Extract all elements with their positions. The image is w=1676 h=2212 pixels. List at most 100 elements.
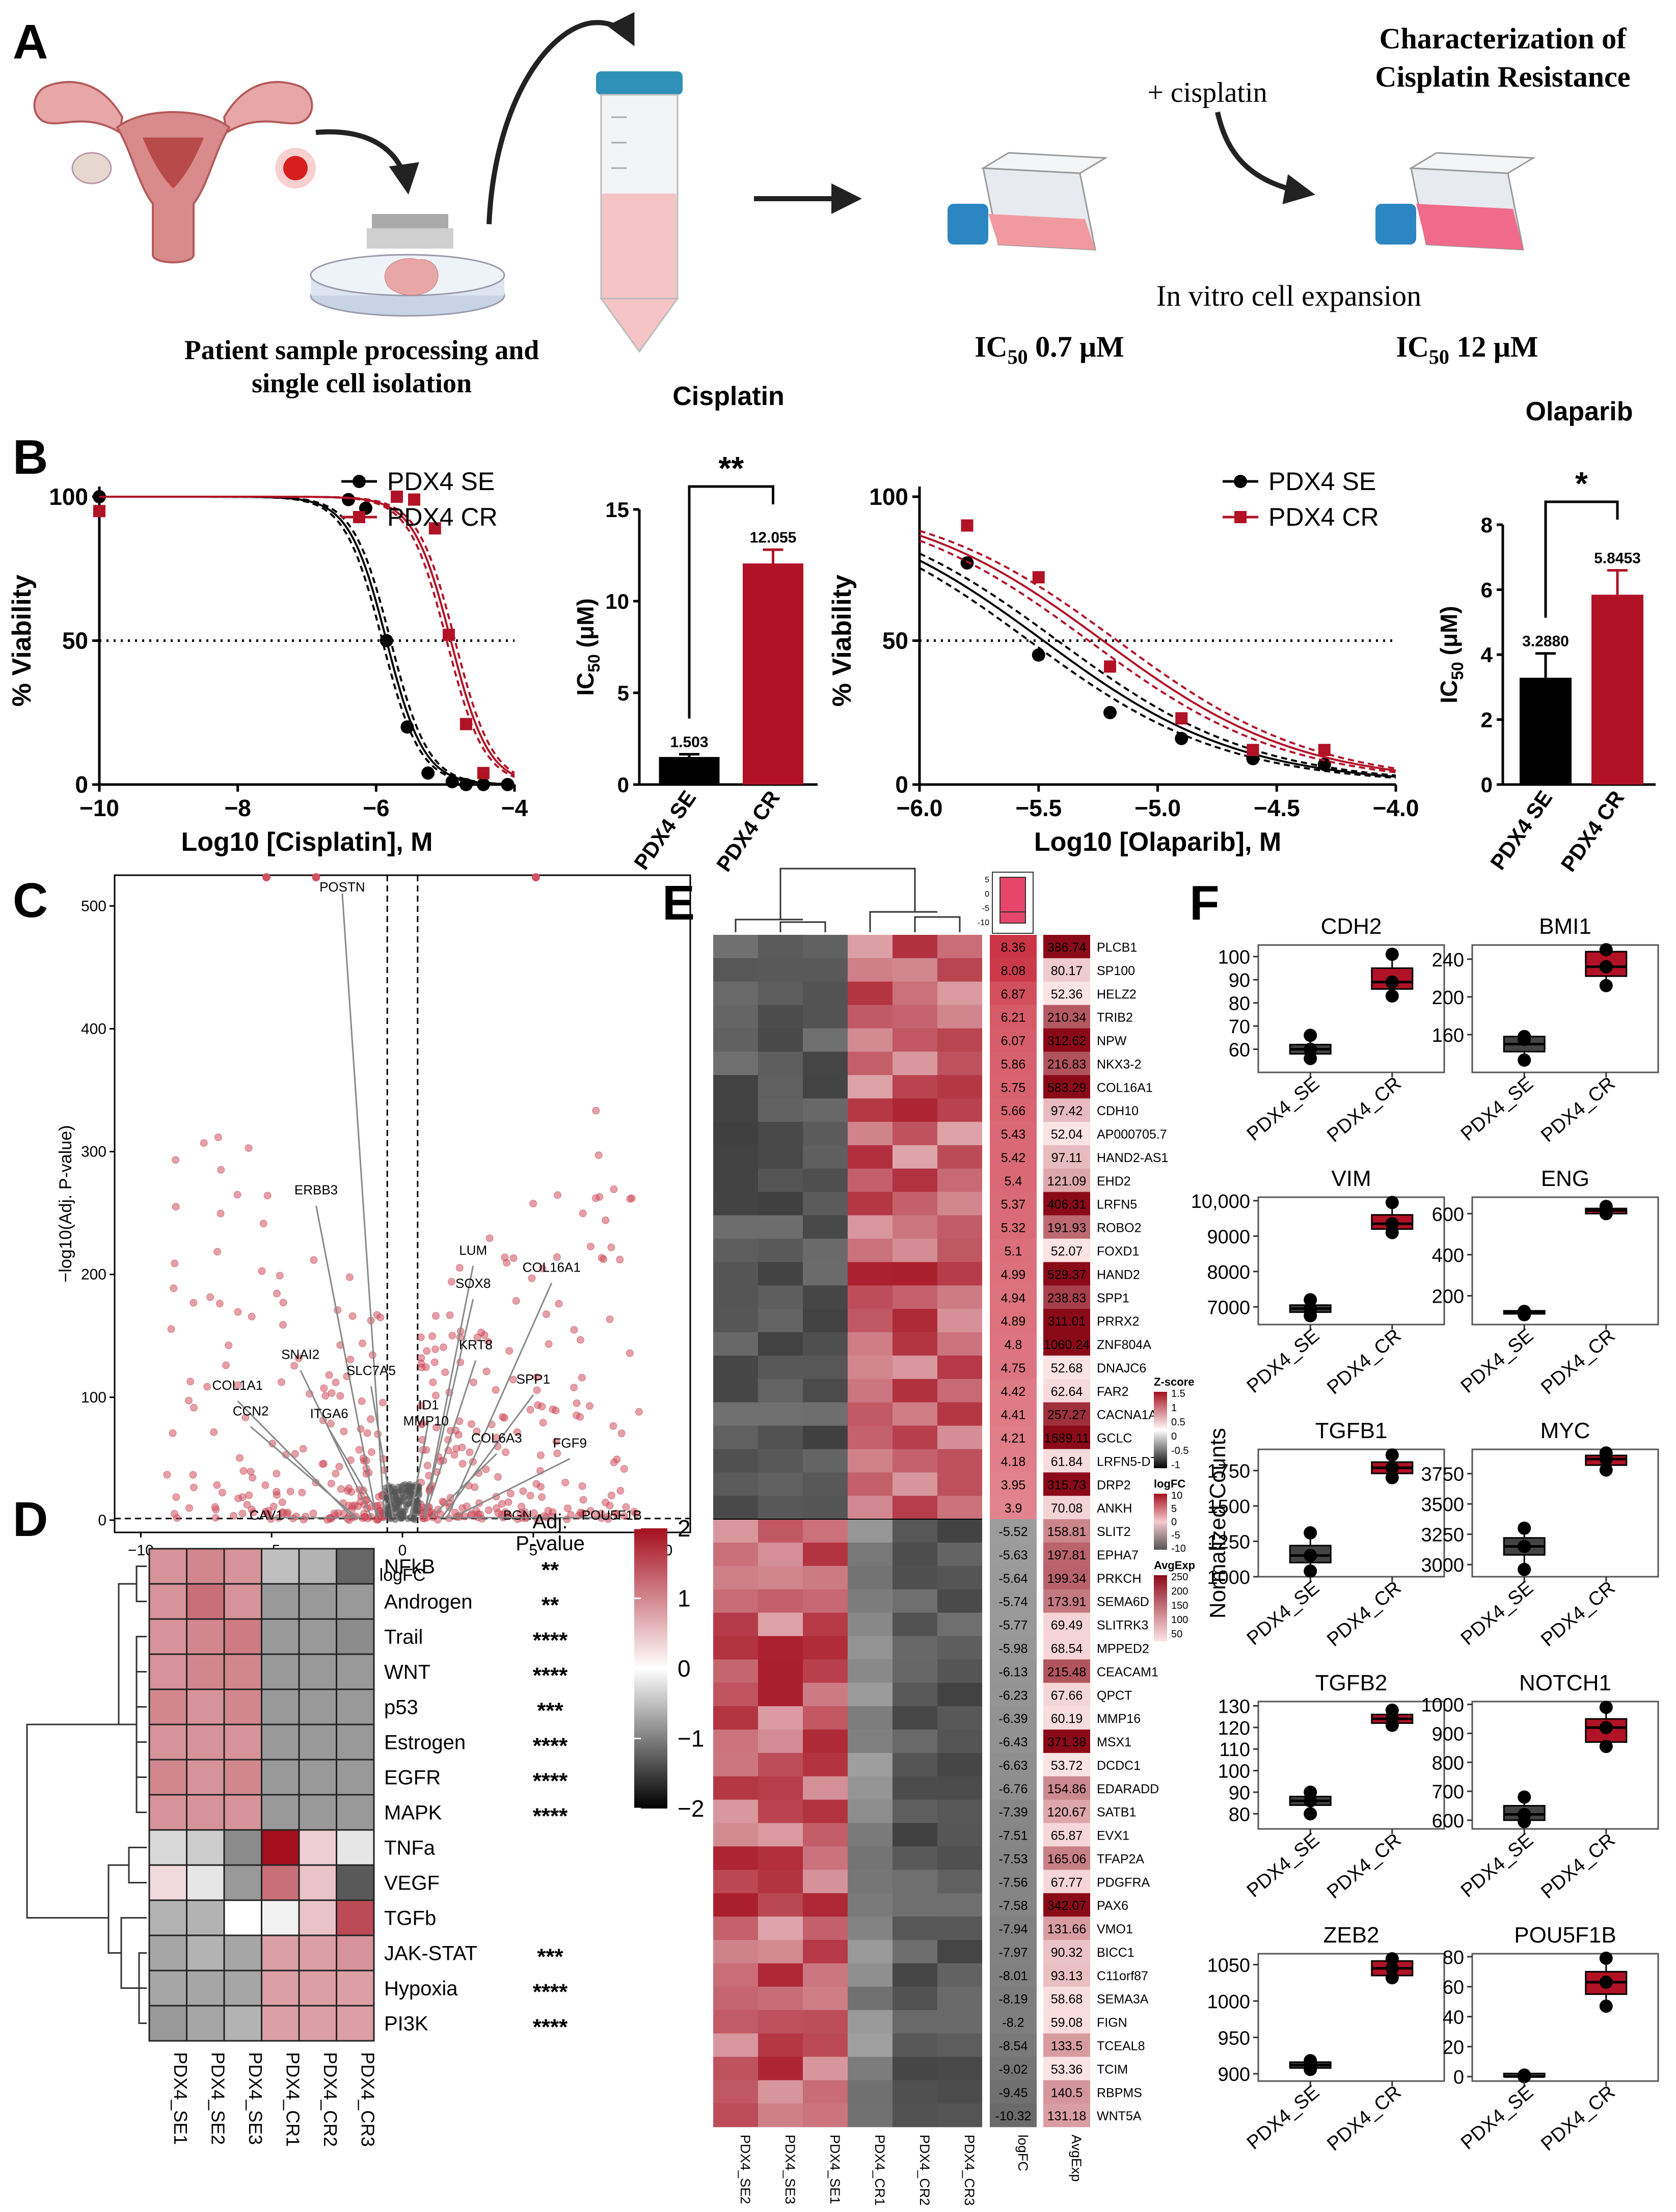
avgexp-cell	[1043, 1098, 1090, 1122]
label-leader	[423, 1360, 477, 1518]
heat-cell	[758, 1496, 803, 1520]
heat-cell	[937, 1542, 982, 1567]
y-tick-label: 1500	[1207, 1496, 1250, 1518]
gene-point	[622, 1503, 630, 1511]
logfc-value: -7.39	[999, 1805, 1028, 1820]
legend-marker	[1234, 511, 1247, 523]
gene-label: LUM	[459, 1243, 487, 1258]
avgexp-value: 97.42	[1051, 1104, 1083, 1118]
heat-cell	[713, 1285, 758, 1309]
avgexp-value: 342.07	[1047, 1899, 1086, 1913]
gene-point	[376, 1313, 385, 1321]
heat-cell	[758, 1402, 803, 1426]
boxplot-point	[1599, 960, 1613, 974]
panel-label-e: E	[662, 876, 695, 930]
heat-cell	[848, 1706, 893, 1730]
logfc-value: -6.63	[999, 1759, 1028, 1773]
petri-dish-icon	[310, 254, 505, 317]
heat-cell	[758, 2057, 803, 2081]
boxplot-point	[1304, 1785, 1317, 1799]
heat-cell	[758, 1262, 803, 1286]
avgexp-cell	[1043, 1636, 1090, 1660]
logfc-value: -7.51	[999, 1829, 1028, 1843]
avgexp-cell	[1043, 1425, 1090, 1449]
gene-label: TFAP2A	[1097, 1852, 1144, 1866]
gene-point	[591, 1194, 600, 1202]
gene-point	[626, 1349, 634, 1357]
column-label: PDX4_CR3	[357, 2052, 378, 2147]
gene-label: SLITRK3	[1097, 1618, 1148, 1633]
gene-point	[606, 1315, 614, 1324]
boxplot-frame	[1471, 1953, 1659, 2082]
heat-cell	[937, 1636, 982, 1660]
heat-cell	[758, 1612, 803, 1636]
gene-point	[431, 1312, 440, 1320]
gene-label: LRFN5-DT	[1097, 1454, 1158, 1469]
heat-cell	[713, 1752, 758, 1777]
heat-cell	[223, 1618, 262, 1655]
avgexp-value: 61.84	[1051, 1454, 1083, 1469]
gene-point-ns	[398, 1508, 405, 1515]
gene-label: POU5F1B	[582, 1507, 642, 1523]
x-tick-label: PDX4_SE	[1243, 1829, 1323, 1902]
x-tick-label: PDX4_CR	[1537, 1073, 1619, 1147]
avgexp-value: 197.81	[1047, 1548, 1086, 1562]
gene-label: FIGN	[1097, 2016, 1127, 2030]
y-tick-label: 600	[1432, 1204, 1464, 1225]
heat-cell	[803, 1542, 848, 1567]
y-tick-label: 0	[617, 773, 629, 797]
logfc-cell	[990, 1496, 1037, 1520]
logfc-value: 5.32	[1001, 1221, 1026, 1235]
heat-cell	[803, 1636, 848, 1660]
heat-cell	[713, 1659, 758, 1683]
heat-cell	[893, 1005, 937, 1029]
heat-cell	[803, 1379, 848, 1403]
logfc-cell	[990, 1963, 1037, 1987]
gene-point	[234, 1308, 242, 1316]
gene-point	[361, 1513, 369, 1521]
heat-cell	[713, 1332, 758, 1356]
logfc-column-label: logFC	[1015, 2135, 1031, 2171]
data-point-se	[445, 775, 459, 789]
heat-cell	[298, 1759, 337, 1796]
heat-cell	[186, 1618, 225, 1655]
gene-point	[570, 1326, 578, 1334]
gene-point	[586, 1507, 594, 1515]
heat-cell	[848, 1379, 893, 1403]
logfc-legend-tick: 0	[1171, 1517, 1177, 1528]
heat-cell	[803, 1332, 848, 1356]
avgexp-legend-tick: 100	[1171, 1614, 1188, 1626]
bar-se	[1520, 678, 1572, 785]
y-axis-label-sub: 50	[1448, 662, 1467, 680]
heat-cell	[148, 1934, 187, 1972]
gene-point-ns	[383, 1495, 389, 1502]
heat-cell	[803, 1262, 848, 1286]
heat-cell	[336, 1583, 375, 1620]
heat-cell	[758, 1028, 803, 1052]
gene-point	[439, 1343, 447, 1352]
y-tick-label: 0	[98, 1512, 106, 1529]
panel-a-title-2: Cisplatin Resistance	[1375, 60, 1630, 93]
logfc-cell	[990, 1612, 1037, 1636]
boxplot-point	[1518, 1540, 1531, 1553]
avgexp-legend-tick: 250	[1171, 1572, 1188, 1583]
gene-label: VMO1	[1097, 1922, 1133, 1936]
avgexp-value: 165.06	[1047, 1852, 1086, 1866]
boxplot-point	[1304, 2054, 1317, 2067]
heat-cell	[186, 1653, 225, 1690]
arrow-to-tube	[486, 12, 635, 225]
avgexp-value: 158.81	[1047, 1525, 1086, 1539]
y-tick-label: 100	[49, 483, 88, 510]
gene-label: SOX8	[455, 1276, 491, 1291]
heat-cell	[336, 1934, 375, 1972]
boxplot-frame	[1471, 1196, 1659, 1326]
heat-cell	[848, 1823, 893, 1847]
heat-cell	[713, 2080, 758, 2104]
heat-cell	[186, 1548, 225, 1585]
heat-cell	[758, 1425, 803, 1449]
heat-cell	[148, 1864, 187, 1901]
x-tick-label: PDX4_CR	[1537, 1829, 1619, 1903]
heat-cell	[223, 1899, 262, 1936]
logfc-value: -5.98	[999, 1642, 1028, 1656]
row-label: NFkB	[384, 1556, 435, 1578]
